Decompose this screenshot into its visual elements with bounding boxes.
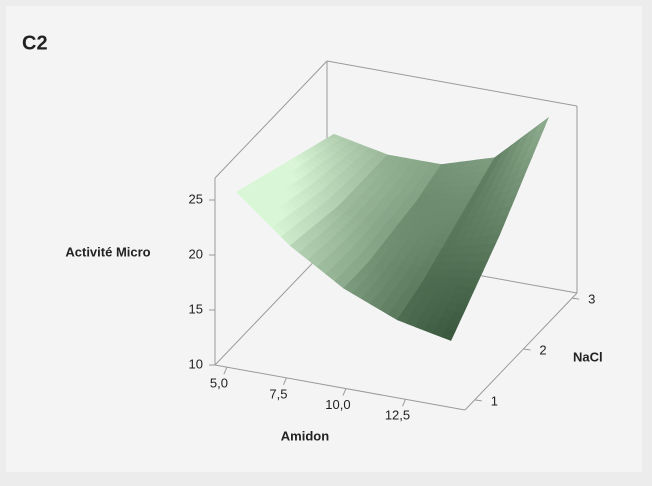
box-edge [326, 60, 578, 107]
z-tick-label: 20 [189, 246, 203, 261]
z-axis-label: Activité Micro [65, 244, 150, 259]
box-edge [214, 364, 466, 411]
y-tick-label: 3 [588, 292, 595, 307]
y-tick-label: 2 [539, 342, 546, 357]
y-tick [572, 297, 580, 300]
z-tick-label: 15 [189, 301, 203, 316]
x-tick [402, 399, 406, 407]
chart-title: C2 [22, 32, 48, 54]
box-edge [214, 247, 328, 366]
x-tick [282, 377, 287, 386]
box-edge [464, 292, 578, 411]
z-tick-label: 25 [189, 191, 203, 206]
x-axis-label: Amidon [281, 428, 329, 443]
x-tick [342, 388, 347, 396]
x-tick-label: 12,5 [385, 408, 410, 423]
x-tick-label: 7,5 [269, 386, 287, 401]
x-tick-label: 5,0 [210, 376, 228, 391]
y-tick [474, 399, 482, 402]
y-tick-label: 1 [491, 393, 498, 408]
z-tick-label: 10 [189, 356, 203, 371]
y-tick [523, 348, 531, 351]
box-edge [214, 60, 328, 179]
x-tick [223, 366, 228, 375]
x-tick-label: 10,0 [325, 397, 350, 412]
surface-patch [441, 328, 456, 341]
y-axis-label: NaCl [573, 349, 603, 364]
